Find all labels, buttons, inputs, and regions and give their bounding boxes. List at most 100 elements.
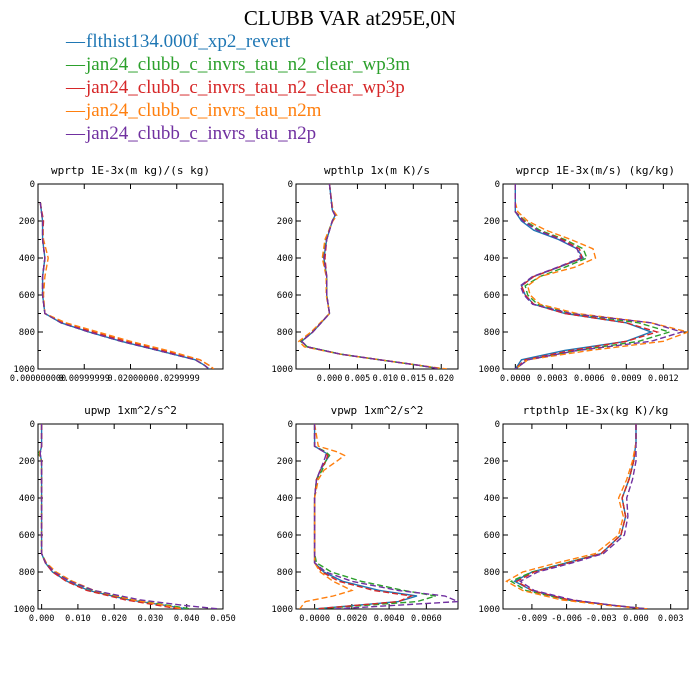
y-tick-label: 400 — [484, 254, 500, 264]
x-tick-label: 0.00999999 — [59, 374, 110, 384]
x-tick-label: 0.000 — [317, 374, 343, 384]
legend-label: jan24_clubb_c_invrs_tau_n2p — [86, 123, 317, 144]
series-line — [38, 424, 191, 609]
legend-line-icon: — — [66, 123, 85, 144]
x-tick-label: 0.0000 — [500, 374, 531, 384]
y-tick-label: 600 — [484, 531, 500, 541]
series-line — [313, 424, 418, 609]
series-line — [300, 184, 442, 369]
x-tick-label: 0.010 — [65, 614, 91, 624]
series-line — [514, 184, 688, 369]
series-line — [509, 424, 648, 609]
plot-frame — [295, 423, 459, 610]
x-tick-label: 0.050 — [210, 614, 236, 624]
y-tick-label: 0 — [30, 180, 35, 190]
y-tick-label: 1000 — [478, 365, 500, 375]
series-line — [514, 184, 660, 369]
series-line — [38, 424, 184, 609]
y-tick-label: 600 — [484, 291, 500, 301]
x-tick-label: -0.006 — [551, 614, 582, 624]
y-tick-label: 200 — [484, 217, 500, 227]
y-tick-label: 1000 — [271, 365, 293, 375]
series-line — [39, 424, 220, 609]
series-line — [39, 424, 187, 609]
y-tick-label: 400 — [19, 494, 35, 504]
y-tick-label: 0 — [495, 420, 500, 430]
chart-title: upwp 1xm^2/s^2 — [84, 404, 177, 417]
y-tick-label: 200 — [19, 457, 35, 467]
x-tick-label: 0.0200000 — [107, 374, 153, 384]
y-tick-label: 600 — [19, 531, 35, 541]
y-tick-label: 600 — [277, 291, 293, 301]
y-tick-label: 600 — [19, 291, 35, 301]
y-tick-label: 400 — [277, 494, 293, 504]
y-tick-label: 1000 — [13, 365, 35, 375]
legend-item: —jan24_clubb_c_invrs_tau_n2_clear_wp3m — [66, 53, 410, 76]
series-line — [39, 202, 210, 369]
y-tick-label: 200 — [19, 217, 35, 227]
y-tick-label: 0 — [288, 420, 293, 430]
x-tick-label: 0.030 — [138, 614, 164, 624]
x-tick-label: 0.020 — [428, 374, 454, 384]
y-tick-label: 800 — [19, 568, 35, 578]
series-line — [515, 424, 648, 609]
x-tick-label: 0.0000 — [299, 614, 330, 624]
legend-label: flthist134.000f_xp2_revert — [86, 31, 291, 52]
series-line — [299, 184, 442, 369]
legend: —flthist134.000f_xp2_revert —jan24_clubb_… — [66, 30, 410, 145]
chart-panel: wprcp 1E-3x(m/s) (kg/kg) 0 200 400 600 800 100… — [478, 164, 689, 384]
x-tick-label: 0.0006 — [574, 374, 605, 384]
x-tick-label: 0.0020 — [337, 614, 368, 624]
x-tick-label: 0.0299999 — [154, 374, 200, 384]
x-tick-label: 0.020 — [101, 614, 127, 624]
series-line — [514, 184, 685, 369]
y-tick-label: 800 — [277, 568, 293, 578]
chart-panel: vpwp 1xm^2/s^2 0 200 400 600 800 1000 0.0000 0.0… — [271, 404, 459, 624]
legend-line-icon: — — [66, 77, 85, 98]
figure-title: CLUBB VAR at295E,0N — [243, 6, 457, 30]
series-line — [313, 424, 436, 609]
y-tick-label: 600 — [277, 531, 293, 541]
series-line — [518, 424, 648, 609]
y-tick-label: 1000 — [271, 605, 293, 615]
y-tick-label: 0 — [288, 180, 293, 190]
y-tick-label: 800 — [19, 328, 35, 338]
x-tick-label: 0.0012 — [648, 374, 679, 384]
series-line — [299, 424, 354, 609]
legend-item: —jan24_clubb_c_invrs_tau_n2p — [66, 122, 410, 145]
legend-line-icon: — — [66, 100, 85, 121]
x-tick-label: 0.000000000 — [10, 374, 66, 384]
series-line — [39, 202, 215, 369]
series-line — [39, 424, 180, 609]
chart-title: vpwp 1xm^2/s^2 — [331, 404, 424, 417]
y-tick-label: 0 — [30, 420, 35, 430]
x-tick-label: 0.005 — [345, 374, 371, 384]
chart-panel: wprtp 1E-3x(m kg)/(s kg) 0 200 400 600 800 100… — [10, 164, 224, 384]
legend-label: jan24_clubb_c_invrs_tau_n2_clear_wp3m — [86, 54, 410, 75]
legend-line-icon: — — [66, 54, 85, 75]
x-tick-label: 0.015 — [401, 374, 427, 384]
y-tick-label: 1000 — [13, 605, 35, 615]
series-line — [300, 184, 442, 369]
x-tick-label: 0.040 — [174, 614, 200, 624]
chart-title: wprcp 1E-3x(m/s) (kg/kg) — [516, 164, 675, 177]
series-line — [39, 202, 210, 369]
legend-label: jan24_clubb_c_invrs_tau_n2m — [86, 100, 322, 121]
chart-title: wprtp 1E-3x(m kg)/(s kg) — [51, 164, 210, 177]
y-tick-label: 200 — [484, 457, 500, 467]
series-line — [313, 424, 458, 609]
chart-title: wpthlp 1x(m K)/s — [324, 164, 430, 177]
series-line — [39, 202, 210, 369]
series-line — [300, 184, 442, 369]
chart-panel: rtpthlp 1E-3x(kg K)/kg 0 200 400 600 800 1000 -… — [478, 404, 689, 624]
x-tick-label: 0.000 — [29, 614, 55, 624]
series-line — [39, 202, 215, 369]
y-tick-label: 0 — [495, 180, 500, 190]
x-tick-label: 0.0009 — [611, 374, 642, 384]
y-tick-label: 800 — [484, 328, 500, 338]
y-tick-label: 200 — [277, 457, 293, 467]
x-tick-label: -0.009 — [517, 614, 548, 624]
